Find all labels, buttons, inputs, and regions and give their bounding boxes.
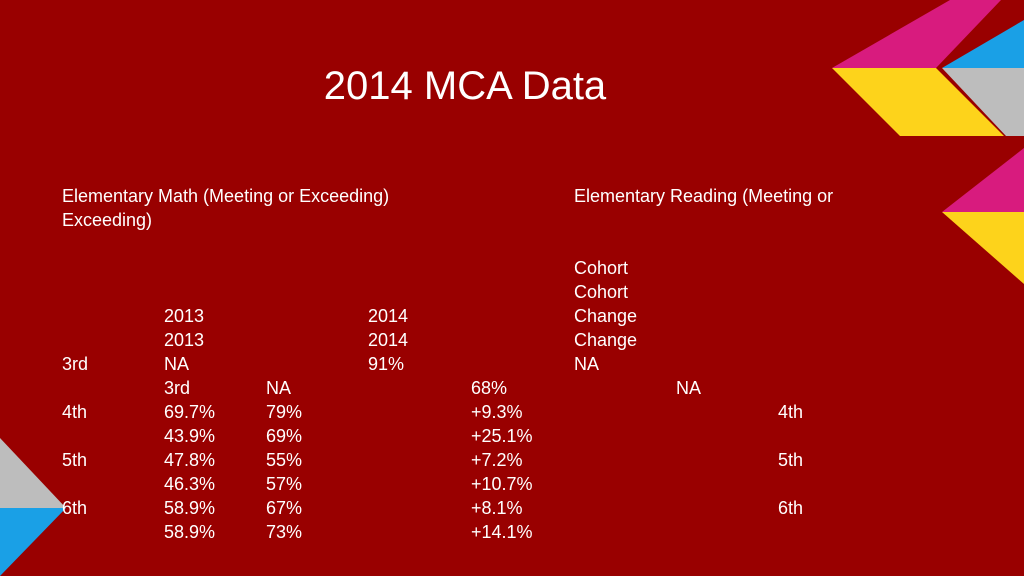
gray-triangle xyxy=(942,68,1024,136)
table-cell: 5th xyxy=(62,450,88,470)
table-cell: +8.1% xyxy=(471,498,523,518)
table-cell: 3rd xyxy=(164,378,191,398)
table-cell: 58.9% xyxy=(164,498,216,518)
yellow-triangle-right xyxy=(942,212,1024,284)
table-cell: 57% xyxy=(266,474,303,494)
table-cell: Change xyxy=(574,306,638,326)
table-cell: NA xyxy=(676,378,702,398)
table-cell: 2014 xyxy=(368,330,409,350)
table-cell: NA xyxy=(266,378,292,398)
table-cell: 4th xyxy=(62,402,88,422)
table-cell: Cohort xyxy=(574,282,629,302)
table-cell: 2014 xyxy=(368,306,409,326)
table-cell: NA xyxy=(164,354,190,374)
table-cell: 68% xyxy=(471,378,508,398)
table-cell: 58.9% xyxy=(164,522,216,542)
table-cell: +14.1% xyxy=(471,522,533,542)
table-cell: +25.1% xyxy=(471,426,533,446)
table-cell: 5th xyxy=(778,450,804,470)
table-cell: +7.2% xyxy=(471,450,523,470)
slide-title: 2014 MCA Data xyxy=(323,64,607,108)
table-cell: 47.8% xyxy=(164,450,216,470)
table-cell: +10.7% xyxy=(471,474,533,494)
yellow-band xyxy=(832,68,1004,136)
table-cell: 69.7% xyxy=(164,402,216,422)
table-cell: 79% xyxy=(266,402,303,422)
magenta-triangle xyxy=(832,0,1001,68)
table-cell: NA xyxy=(574,354,600,374)
table-cell: 3rd xyxy=(62,354,89,374)
magenta-triangle-right xyxy=(942,148,1024,212)
blue-triangle-left xyxy=(0,508,66,576)
table-cell: 2013 xyxy=(164,330,205,350)
table-cell: 91% xyxy=(368,354,405,374)
table-cell: 46.3% xyxy=(164,474,216,494)
table-cell: Cohort xyxy=(574,258,629,278)
table-cell: 69% xyxy=(266,426,303,446)
table-cell: 4th xyxy=(778,402,804,422)
table-cell: 6th xyxy=(778,498,804,518)
table-cell: +9.3% xyxy=(471,402,523,422)
reading-header: Elementary Reading (Meeting or xyxy=(574,186,834,206)
table-cell: 73% xyxy=(266,522,303,542)
table-cell: 67% xyxy=(266,498,303,518)
math-header: Elementary Math (Meeting or Exceeding) E… xyxy=(62,186,390,230)
table-cell: 6th xyxy=(62,498,88,518)
gray-triangle-left xyxy=(0,438,66,508)
blue-triangle xyxy=(942,20,1024,68)
table-cell: 2013 xyxy=(164,306,205,326)
table-cell: 55% xyxy=(266,450,303,470)
table-cell: 43.9% xyxy=(164,426,216,446)
table-cell: Change xyxy=(574,330,638,350)
